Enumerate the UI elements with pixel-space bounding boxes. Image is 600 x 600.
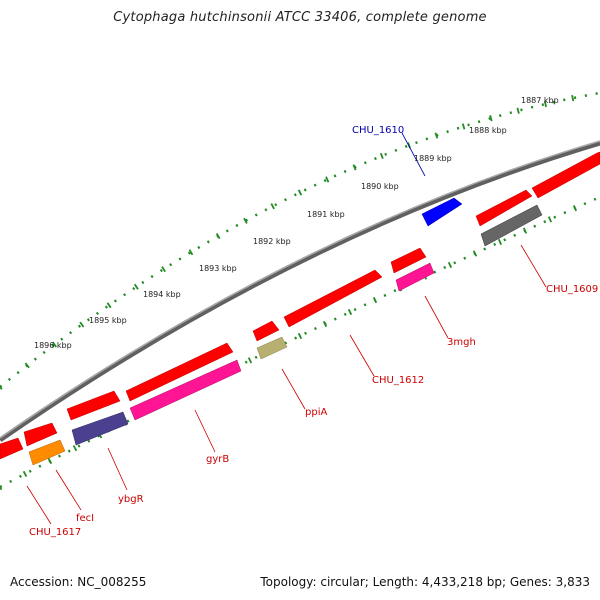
gene-arrow[interactable] [390, 247, 427, 274]
leader-chu-1609 [520, 244, 547, 288]
ruler-tick [322, 320, 328, 328]
outer-ruler-major-ticks [0, 95, 575, 390]
leader-ybgr [107, 447, 128, 491]
ruler-label: 1891 kbp [307, 210, 345, 219]
ruler-tick [188, 249, 194, 256]
leader-feci [55, 469, 82, 511]
ruler-tick [161, 266, 166, 273]
ruler-tick [133, 283, 139, 290]
gene-arrow[interactable] [23, 422, 58, 447]
ruler-tick [24, 362, 30, 369]
gene-box-gyrb[interactable] [129, 359, 242, 421]
leader-ppia [281, 368, 306, 410]
gene-arrow-chu-1612[interactable] [283, 269, 383, 328]
ruler-tick [325, 176, 330, 183]
gene-label-ybgr[interactable]: ybgR [118, 494, 144, 505]
leader-chu-1610 [401, 132, 426, 177]
ruler-label: 1890 kbp [361, 182, 399, 191]
ruler-tick [0, 485, 3, 491]
leader-3mgh [424, 295, 449, 339]
ruler-labels: 1887 kbp 1888 kbp 1889 kbp 1890 kbp 1891… [34, 96, 559, 350]
forward-strand-genes [0, 151, 600, 460]
ruler-tick [297, 189, 303, 196]
ruler-label: 1896 kbp [34, 341, 72, 350]
ruler-tick [72, 445, 78, 452]
gene-labels: CHU_1610 CHU_1609 3mgh CHU_1612 ppiA gyr… [29, 125, 598, 538]
gene-label-gyrb[interactable]: gyrB [206, 454, 229, 465]
gene-label-chu-1610[interactable]: CHU_1610 [352, 125, 404, 136]
gene-arrow[interactable] [531, 151, 600, 199]
ruler-label: 1892 kbp [253, 237, 291, 246]
ruler-tick [22, 470, 28, 478]
ruler-tick [51, 341, 58, 348]
reverse-strand-genes [28, 204, 543, 466]
gene-box-3mgh[interactable] [395, 262, 435, 292]
ruler-tick [106, 302, 112, 309]
ruler-tick [447, 261, 453, 269]
gene-arrow-chu-1617[interactable] [0, 437, 24, 460]
gene-box-chu-1609[interactable] [480, 204, 543, 247]
ruler-tick [489, 115, 493, 122]
ruler-label: 1888 kbp [469, 126, 507, 135]
ruler-tick [79, 321, 85, 328]
leader-gyrb [194, 409, 216, 453]
genome-backbone [0, 140, 600, 443]
ruler-tick [472, 250, 478, 257]
gene-label-chu-1617[interactable]: CHU_1617 [29, 527, 81, 538]
ruler-tick [543, 100, 547, 108]
genome-summary-text: Topology: circular; Length: 4,433,218 bp… [260, 575, 590, 589]
gene-box-ppia[interactable] [256, 336, 288, 360]
ruler-tick [434, 132, 439, 139]
ruler-label: 1893 kbp [199, 264, 237, 273]
ruler-tick [572, 205, 578, 212]
ruler-tick [243, 217, 248, 224]
map-title: Cytophaga hutchinsonii ATCC 33406, compl… [113, 10, 487, 25]
ruler-tick [352, 164, 357, 171]
gene-label-3mgh[interactable]: 3mgh [447, 337, 476, 348]
gene-arrow[interactable] [475, 189, 533, 227]
ruler-tick [270, 203, 275, 210]
ruler-tick [47, 457, 53, 465]
ruler-tick [516, 107, 520, 114]
ruler-tick [497, 238, 503, 246]
gene-arrow[interactable] [125, 342, 234, 402]
ruler-tick [215, 233, 221, 240]
ruler-tick [247, 357, 253, 364]
gene-label-chu-1612[interactable]: CHU_1612 [372, 375, 424, 386]
gene-arrow-chu-1610[interactable] [421, 197, 463, 227]
gene-label-feci[interactable]: fecI [76, 513, 94, 524]
outer-ruler-dots [0, 91, 600, 388]
leader-lines [26, 132, 547, 525]
gene-label-chu-1609[interactable]: CHU_1609 [546, 284, 598, 295]
ruler-tick [547, 216, 553, 223]
ruler-tick [571, 95, 575, 102]
ruler-tick [297, 332, 303, 340]
ruler-label: 1895 kbp [89, 316, 127, 325]
accession-text: Accession: NC_008255 [10, 575, 147, 589]
gene-label-ppia[interactable]: ppiA [305, 407, 327, 418]
gene-box-feci[interactable] [28, 439, 66, 466]
ruler-label: 1894 kbp [143, 290, 181, 299]
inner-ruler-major-ticks [0, 205, 578, 491]
ruler-label: 1889 kbp [414, 154, 452, 163]
ruler-label: 1887 kbp [521, 96, 559, 105]
ruler-tick [347, 308, 353, 316]
leader-chu-1617 [26, 485, 52, 525]
leader-chu-1612 [349, 334, 375, 377]
ruler-tick [461, 123, 466, 130]
ruler-tick [522, 227, 528, 234]
inner-ruler-dots [0, 195, 600, 489]
gene-arrow[interactable] [252, 320, 280, 342]
ruler-tick [0, 385, 3, 390]
genome-backbone-highlight [0, 140, 600, 439]
ruler-tick [379, 152, 384, 160]
gene-box-ybgr[interactable] [71, 411, 129, 446]
ruler-tick [372, 297, 378, 304]
gene-arrow[interactable] [66, 390, 121, 421]
